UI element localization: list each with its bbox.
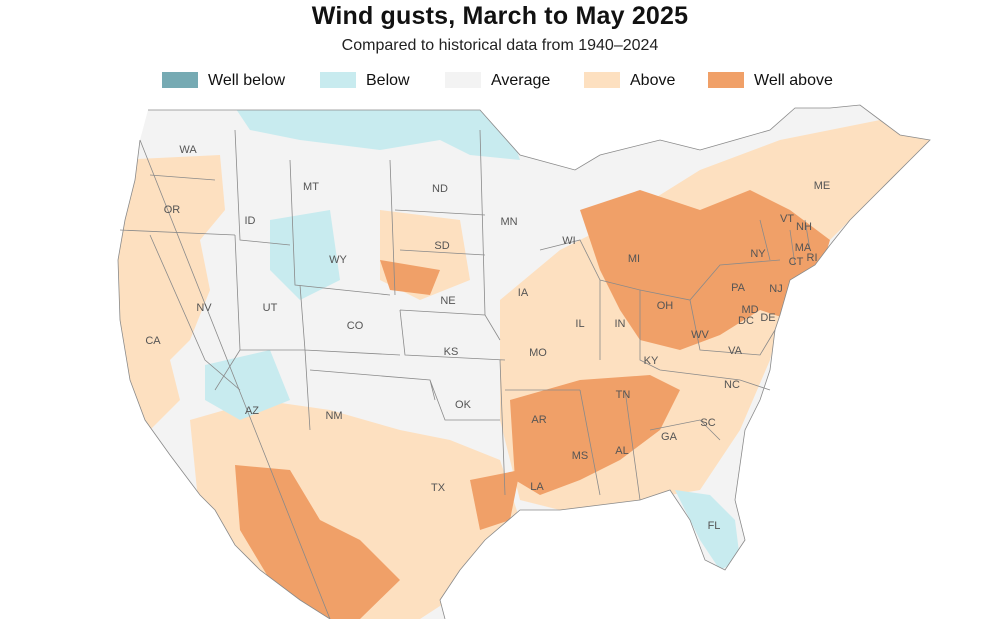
state-label-tn: TN — [616, 389, 631, 401]
below-region-florida — [675, 490, 740, 570]
well-above-region-northeast — [580, 190, 830, 350]
state-label-wi: WI — [562, 235, 575, 247]
state-label-co: CO — [347, 320, 364, 332]
state-label-nd: ND — [432, 183, 448, 195]
well-above-region-tennessee-valley — [510, 375, 680, 495]
state-label-id: ID — [245, 215, 256, 227]
state-label-ks: KS — [444, 346, 459, 358]
state-label-fl: FL — [708, 520, 721, 532]
legend-swatch-above — [584, 72, 620, 88]
state-label-ga: GA — [661, 431, 678, 443]
legend-label-well-below: Well below — [208, 72, 286, 89]
state-label-ct: CT — [789, 256, 804, 268]
state-label-vt: VT — [780, 213, 794, 225]
state-label-ky: KY — [644, 355, 659, 367]
legend-label-average: Average — [491, 72, 551, 89]
legend-label-below: Below — [366, 72, 410, 89]
state-label-mi: MI — [628, 253, 640, 265]
map-title: Wind gusts, March to May 2025 — [311, 2, 689, 30]
state-label-az: AZ — [245, 405, 259, 417]
state-label-de: DE — [760, 312, 775, 324]
state-label-ma: MA — [795, 242, 812, 254]
map-subtitle: Compared to historical data from 1940–20… — [341, 37, 659, 54]
state-label-pa: PA — [731, 282, 746, 294]
state-label-ny: NY — [750, 248, 766, 260]
below-region-rockies — [270, 210, 340, 300]
state-borders — [117, 104, 931, 619]
state-label-nh: NH — [796, 221, 812, 233]
below-region-north — [230, 105, 520, 160]
state-label-sd: SD — [434, 240, 449, 252]
state-label-dc: DC — [738, 315, 754, 327]
legend-label-above: Above — [630, 72, 676, 89]
state-labels: WA OR CA ID NV MT WY UT AZ CO NM ND SD N… — [145, 144, 830, 532]
state-label-tx: TX — [431, 482, 446, 494]
state-label-me: ME — [814, 180, 831, 192]
state-label-nc: NC — [724, 379, 740, 391]
state-label-va: VA — [728, 345, 743, 357]
state-label-or: OR — [164, 204, 181, 216]
state-label-md: MD — [741, 304, 758, 316]
gust-fill-layer — [118, 105, 930, 619]
state-label-wy: WY — [329, 254, 347, 266]
state-label-ar: AR — [531, 414, 546, 426]
state-label-ca: CA — [145, 335, 161, 347]
state-label-in: IN — [615, 318, 626, 330]
legend-swatch-average — [445, 72, 481, 88]
well-above-region-mexico — [235, 465, 400, 619]
legend-swatch-below — [320, 72, 356, 88]
state-label-mn: MN — [500, 216, 517, 228]
well-above-region-texas — [470, 470, 520, 530]
state-label-ms: MS — [572, 450, 589, 462]
state-label-ri: RI — [807, 252, 818, 264]
wind-gust-map: WA OR CA ID NV MT WY UT AZ CO NM ND SD N… — [117, 104, 931, 619]
state-label-ia: IA — [518, 287, 529, 299]
legend: Well below Below Average Above Well abov… — [0, 71, 1000, 91]
state-label-il: IL — [575, 318, 584, 330]
above-region-west-coast — [118, 155, 225, 430]
coastline — [117, 104, 931, 619]
state-label-wa: WA — [179, 144, 197, 156]
state-label-al: AL — [615, 445, 628, 457]
state-label-nj: NJ — [769, 283, 782, 295]
state-label-oh: OH — [657, 300, 674, 312]
state-label-ok: OK — [455, 399, 472, 411]
state-label-nm: NM — [325, 410, 342, 422]
interior-borders — [119, 129, 811, 501]
state-label-mo: MO — [529, 347, 547, 359]
state-label-la: LA — [530, 481, 544, 493]
legend-label-well-above: Well above — [754, 72, 833, 89]
legend-swatch-well-below — [162, 72, 198, 88]
state-label-wv: WV — [691, 329, 709, 341]
state-label-nv: NV — [196, 302, 212, 314]
state-label-sc: SC — [700, 417, 715, 429]
state-label-mt: MT — [303, 181, 319, 193]
legend-swatch-well-above — [708, 72, 744, 88]
below-region-arizona — [205, 350, 290, 420]
state-label-ne: NE — [440, 295, 455, 307]
state-label-ut: UT — [263, 302, 278, 314]
